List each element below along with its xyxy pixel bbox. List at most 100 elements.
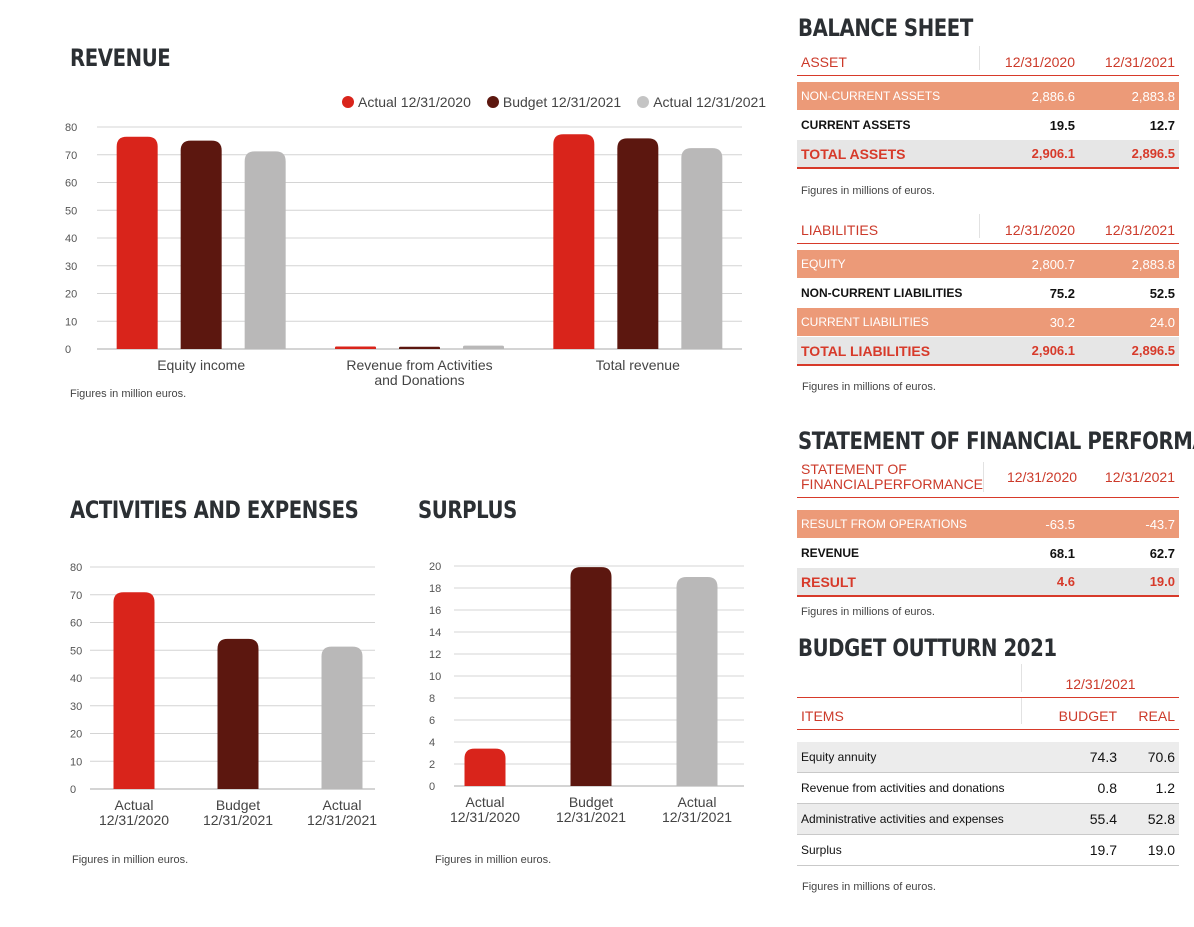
table-row: NON-CURRENT ASSETS 2,886.6 2,883.8 bbox=[797, 82, 1179, 111]
y-tick-label: 16 bbox=[429, 605, 441, 617]
surplus-title: SURPLUS bbox=[418, 496, 517, 524]
row-value: 1.2 bbox=[1155, 780, 1175, 796]
performance-header-col2: 12/31/2021 bbox=[1104, 469, 1175, 485]
row-value: 2,896.5 bbox=[1131, 343, 1175, 358]
row-value: 55.4 bbox=[1089, 811, 1117, 827]
row-label: EQUITY bbox=[801, 257, 846, 271]
y-tick-label: 40 bbox=[70, 673, 82, 685]
table-row: Administrative activities and expenses 5… bbox=[797, 804, 1179, 835]
bar bbox=[399, 346, 440, 349]
surplus-chart: 02468101214161820Actual12/31/2020Budget1… bbox=[429, 561, 744, 825]
row-label: Revenue from activities and donations bbox=[801, 781, 1005, 795]
row-label: CURRENT ASSETS bbox=[801, 118, 911, 132]
row-value: 52.5 bbox=[1149, 285, 1175, 301]
legend-label: Actual 12/31/2020 bbox=[358, 94, 471, 110]
table-row-total: RESULT 4.6 19.0 bbox=[797, 568, 1179, 597]
x-category-label: 12/31/2021 bbox=[556, 809, 626, 825]
bar bbox=[244, 151, 286, 349]
row-value: 4.6 bbox=[1056, 574, 1075, 589]
y-tick-label: 20 bbox=[70, 729, 82, 741]
x-category-label: Total revenue bbox=[596, 357, 680, 373]
y-tick-label: 70 bbox=[65, 150, 77, 162]
asset-header: ASSET 12/31/2020 12/31/2021 bbox=[797, 46, 1179, 76]
x-category-label: 12/31/2021 bbox=[203, 812, 273, 828]
bar bbox=[464, 748, 506, 786]
row-value: 62.7 bbox=[1149, 545, 1175, 561]
row-value: 19.5 bbox=[1049, 117, 1075, 133]
row-value: 2,906.1 bbox=[1031, 343, 1075, 358]
performance-header-line2: FINANCIALPERFORMANCE bbox=[801, 476, 984, 492]
y-tick-label: 6 bbox=[429, 715, 435, 727]
y-tick-label: 10 bbox=[429, 671, 441, 683]
row-label: TOTAL ASSETS bbox=[801, 145, 906, 162]
row-label: Administrative activities and expenses bbox=[801, 812, 1004, 826]
row-label: REVENUE bbox=[801, 546, 860, 560]
bar bbox=[570, 567, 612, 786]
legend-dot-icon bbox=[342, 96, 354, 108]
row-label: Surplus bbox=[801, 843, 842, 857]
liabilities-header-col2: 12/31/2021 bbox=[1104, 222, 1175, 238]
row-label: NON-CURRENT LIABILITIES bbox=[801, 286, 963, 300]
x-category-label: 12/31/2021 bbox=[662, 809, 732, 825]
y-tick-label: 12 bbox=[429, 649, 441, 661]
table-row: CURRENT LIABILITIES 30.2 24.0 bbox=[797, 308, 1179, 337]
budget-table: 12/31/2021 ITEMS BUDGET REAL Equity annu… bbox=[797, 664, 1179, 866]
performance-header: STATEMENT OF FINANCIALPERFORMANCE 12/31/… bbox=[797, 462, 1179, 498]
table-row: REVENUE 68.1 62.7 bbox=[797, 539, 1179, 568]
bar bbox=[217, 638, 259, 789]
y-tick-label: 0 bbox=[429, 781, 435, 793]
bar bbox=[335, 346, 376, 349]
table-row-total: TOTAL ASSETS 2,906.1 2,896.5 bbox=[797, 140, 1179, 169]
liabilities-header-label: LIABILITIES bbox=[801, 222, 879, 238]
y-tick-label: 10 bbox=[70, 756, 82, 768]
row-value: 2,906.1 bbox=[1031, 146, 1075, 161]
bar bbox=[676, 577, 718, 786]
activities-note: Figures in million euros. bbox=[72, 854, 189, 866]
liabilities-header-col1: 12/31/2020 bbox=[979, 214, 1079, 238]
y-tick-label: 2 bbox=[429, 759, 435, 771]
row-value: 70.6 bbox=[1147, 749, 1175, 765]
row-value: 30.2 bbox=[1049, 314, 1075, 330]
row-value: 24.0 bbox=[1149, 314, 1175, 330]
row-value: 74.3 bbox=[1089, 749, 1117, 765]
x-category-label: Revenue from Activities bbox=[346, 357, 492, 373]
x-category-label: Actual bbox=[678, 794, 717, 810]
table-row: NON-CURRENT LIABILITIES 75.2 52.5 bbox=[797, 279, 1179, 308]
bar bbox=[463, 345, 504, 349]
performance-title: STATEMENT OF FINANCIAL PERFORMANCE bbox=[798, 427, 1194, 455]
budget-date: 12/31/2021 bbox=[1021, 664, 1179, 692]
table-row-total: TOTAL LIABILITIES 2,906.1 2,896.5 bbox=[797, 337, 1179, 366]
y-tick-label: 18 bbox=[429, 583, 441, 595]
budget-header: ITEMS BUDGET REAL bbox=[797, 698, 1179, 730]
x-category-label: Equity income bbox=[157, 357, 245, 373]
row-value: 68.1 bbox=[1049, 545, 1075, 561]
bar bbox=[681, 148, 723, 349]
y-tick-label: 20 bbox=[65, 289, 77, 301]
row-label: RESULT bbox=[801, 573, 856, 590]
table-row: Surplus 19.7 19.0 bbox=[797, 835, 1179, 866]
bar bbox=[116, 136, 158, 349]
budget-header-label: ITEMS bbox=[801, 708, 844, 724]
table-row: RESULT FROM OPERATIONS -63.5 -43.7 bbox=[797, 510, 1179, 539]
x-category-label: Actual bbox=[323, 797, 362, 813]
y-tick-label: 80 bbox=[70, 562, 82, 574]
budget-header-col1: BUDGET bbox=[1021, 698, 1121, 724]
performance-table: STATEMENT OF FINANCIALPERFORMANCE 12/31/… bbox=[797, 462, 1179, 597]
surplus-note: Figures in million euros. bbox=[435, 854, 552, 866]
revenue-chart: 0 10 20 30 40 50 60 70 80 Equity income Revenue fr… bbox=[65, 122, 742, 388]
row-label: RESULT FROM OPERATIONS bbox=[801, 517, 968, 531]
y-tick-label: 0 bbox=[70, 784, 76, 796]
bar bbox=[113, 592, 155, 789]
table-row: EQUITY 2,800.7 2,883.8 bbox=[797, 250, 1179, 279]
liabilities-header: LIABILITIES 12/31/2020 12/31/2021 bbox=[797, 214, 1179, 244]
liabilities-table: LIABILITIES 12/31/2020 12/31/2021 EQUITY… bbox=[797, 214, 1179, 366]
row-value: 2,883.8 bbox=[1131, 88, 1175, 104]
row-label: TOTAL LIABILITIES bbox=[801, 342, 931, 359]
row-label: NON-CURRENT ASSETS bbox=[801, 89, 941, 103]
row-value: 19.0 bbox=[1147, 842, 1175, 858]
budget-title: BUDGET OUTTURN 2021 bbox=[798, 634, 1057, 662]
x-category-label: and Donations bbox=[374, 372, 464, 388]
bar bbox=[617, 138, 659, 349]
x-category-label: 12/31/2020 bbox=[99, 812, 169, 828]
row-value: 19.7 bbox=[1089, 842, 1117, 858]
